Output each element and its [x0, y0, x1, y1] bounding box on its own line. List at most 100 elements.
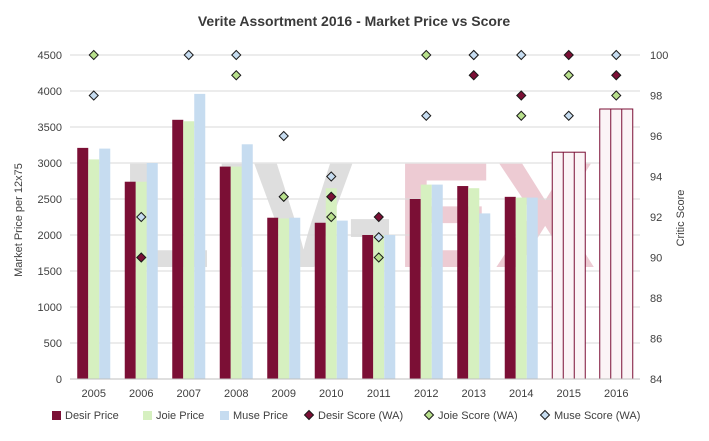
x-tick-label: 2011 — [367, 388, 391, 400]
y2-tick-label: 98 — [650, 91, 662, 103]
x-tick-label: 2013 — [462, 388, 486, 400]
y2-tick-label: 94 — [650, 172, 662, 184]
bar — [336, 220, 348, 379]
score-marker — [88, 90, 99, 101]
score-marker — [88, 49, 99, 61]
bar — [172, 119, 184, 380]
estimate-bar — [551, 151, 586, 380]
chart-title: Verite Assortment 2016 - Market Price vs… — [198, 13, 511, 29]
y2-tick-label: 92 — [650, 212, 662, 224]
x-tick-label: 2007 — [177, 388, 201, 400]
bar — [479, 213, 491, 379]
legend-label: Desir Score (WA) — [318, 410, 403, 422]
x-tick-label: 2005 — [82, 388, 106, 400]
x-tick-label: 2012 — [414, 388, 438, 400]
score-marker — [468, 70, 479, 81]
score-marker — [611, 70, 622, 81]
score-marker — [136, 252, 147, 263]
score-markers — [88, 49, 622, 263]
y2-tick-label: 88 — [650, 293, 662, 305]
estimate-bar — [599, 108, 634, 380]
grid-lines — [70, 54, 640, 380]
score-marker — [516, 110, 527, 121]
bar — [219, 166, 231, 379]
score-marker — [421, 49, 432, 61]
score-marker — [516, 49, 527, 61]
axes: 0 500 1000 1500 2000 2500 3000 3500 4000 4500 84 86… — [38, 50, 669, 400]
bar — [99, 148, 111, 379]
x-tick-label: 2015 — [557, 388, 581, 400]
legend-swatch — [143, 411, 152, 420]
bar — [325, 188, 337, 379]
y-tick-label: 500 — [44, 338, 62, 350]
legend-label: Muse Score (WA) — [554, 410, 640, 422]
score-marker — [563, 110, 574, 121]
score-marker — [373, 252, 384, 263]
y2-axis-title: Critic Score — [675, 190, 687, 247]
y2-tick-label: 84 — [650, 374, 662, 386]
score-marker — [231, 70, 242, 81]
bar — [289, 217, 301, 379]
score-marker — [611, 49, 622, 61]
score-marker — [231, 49, 242, 61]
score-marker — [183, 49, 194, 61]
bar — [135, 181, 147, 379]
bar — [77, 147, 89, 379]
legend-swatch — [303, 409, 315, 421]
legend-swatch — [539, 409, 551, 421]
x-tick-label: 2014 — [509, 388, 533, 400]
score-marker — [611, 90, 622, 101]
score-marker — [373, 211, 384, 223]
bars — [77, 93, 634, 380]
bar — [526, 197, 538, 379]
x-tick-label: 2010 — [319, 388, 343, 400]
legend-label: Joie Score (WA) — [438, 410, 518, 422]
score-marker — [278, 191, 289, 202]
y-tick-label: 4000 — [38, 86, 62, 98]
y-tick-label: 0 — [56, 374, 62, 386]
legend-swatch — [220, 411, 229, 420]
legend-swatch — [52, 411, 61, 420]
score-marker — [373, 232, 384, 243]
bar — [314, 222, 326, 379]
score-marker — [563, 49, 574, 61]
legend-label: Muse Price — [233, 410, 288, 422]
bar — [431, 184, 443, 379]
score-marker — [278, 130, 289, 142]
bar — [146, 163, 158, 379]
bar — [409, 199, 421, 379]
y2-tick-label: 96 — [650, 131, 662, 143]
x-tick-label: 2016 — [604, 388, 628, 400]
bar — [362, 235, 374, 379]
legend: Desir Price Joie Price Muse Price Desir Sco… — [52, 409, 640, 422]
y-tick-label: 3000 — [38, 158, 62, 170]
score-marker — [563, 70, 574, 81]
y-tick-label: 1000 — [38, 302, 62, 314]
y-tick-label: 2500 — [38, 194, 62, 206]
legend-label: Joie Price — [156, 410, 204, 422]
score-marker — [326, 191, 337, 202]
legend-swatch — [423, 409, 435, 421]
score-marker — [136, 211, 147, 223]
score-marker — [516, 90, 527, 101]
legend-label: Desir Price — [65, 410, 119, 422]
y-tick-label: 4500 — [38, 50, 62, 62]
bar — [194, 93, 206, 379]
x-tick-label: 2008 — [224, 388, 248, 400]
bar — [468, 188, 480, 379]
bar — [230, 166, 242, 379]
bar — [420, 184, 432, 379]
y2-tick-label: 90 — [650, 253, 662, 265]
bar — [384, 235, 396, 379]
score-marker — [468, 49, 479, 61]
x-tick-label: 2009 — [272, 388, 296, 400]
bar — [241, 144, 253, 379]
score-marker — [326, 211, 337, 223]
bar — [373, 235, 385, 379]
bar — [504, 196, 516, 379]
bar — [183, 121, 195, 380]
y-tick-label: 3500 — [38, 122, 62, 134]
bar — [124, 181, 136, 379]
score-marker — [326, 171, 337, 182]
